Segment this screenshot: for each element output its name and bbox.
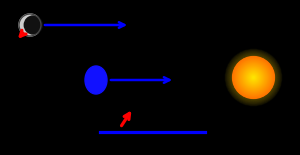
Circle shape (237, 61, 270, 94)
Circle shape (245, 69, 262, 86)
Circle shape (234, 58, 273, 97)
Circle shape (236, 60, 271, 95)
Circle shape (246, 70, 261, 85)
Circle shape (239, 63, 268, 92)
Circle shape (236, 59, 272, 96)
Circle shape (24, 16, 42, 34)
Circle shape (248, 72, 259, 83)
Circle shape (243, 67, 264, 88)
Circle shape (249, 73, 258, 82)
Circle shape (244, 69, 262, 86)
Circle shape (242, 66, 266, 89)
Circle shape (247, 71, 260, 84)
Circle shape (247, 71, 260, 84)
Circle shape (244, 68, 263, 87)
Circle shape (243, 67, 264, 88)
Circle shape (253, 77, 254, 78)
Circle shape (250, 74, 256, 81)
Circle shape (234, 58, 273, 97)
Circle shape (238, 62, 269, 93)
Circle shape (240, 64, 267, 91)
Circle shape (235, 59, 272, 96)
Circle shape (240, 64, 267, 91)
Circle shape (239, 63, 268, 92)
Circle shape (243, 67, 264, 88)
Circle shape (245, 69, 262, 86)
Circle shape (250, 74, 257, 81)
Circle shape (235, 59, 272, 96)
Circle shape (241, 65, 266, 90)
Circle shape (244, 68, 263, 87)
Circle shape (252, 76, 255, 79)
Circle shape (253, 77, 254, 78)
Ellipse shape (85, 66, 107, 94)
Circle shape (249, 73, 258, 82)
Circle shape (242, 66, 265, 89)
Circle shape (241, 65, 266, 90)
Circle shape (241, 65, 266, 90)
Circle shape (250, 74, 257, 81)
Circle shape (238, 62, 268, 93)
Circle shape (252, 76, 255, 79)
Circle shape (238, 62, 269, 93)
Circle shape (251, 75, 256, 80)
Circle shape (245, 69, 262, 86)
Circle shape (242, 66, 265, 89)
Circle shape (247, 71, 260, 84)
Circle shape (240, 64, 268, 91)
Circle shape (248, 72, 259, 83)
Circle shape (236, 60, 271, 95)
Circle shape (253, 76, 254, 79)
Circle shape (251, 75, 256, 80)
Circle shape (236, 60, 271, 95)
Circle shape (233, 57, 274, 98)
Circle shape (233, 57, 274, 98)
Circle shape (232, 57, 274, 98)
Circle shape (237, 61, 270, 94)
Circle shape (251, 75, 256, 80)
Circle shape (248, 72, 260, 83)
Circle shape (19, 14, 41, 36)
Circle shape (249, 73, 258, 82)
Circle shape (246, 70, 261, 85)
Circle shape (234, 58, 273, 97)
Circle shape (238, 61, 269, 94)
